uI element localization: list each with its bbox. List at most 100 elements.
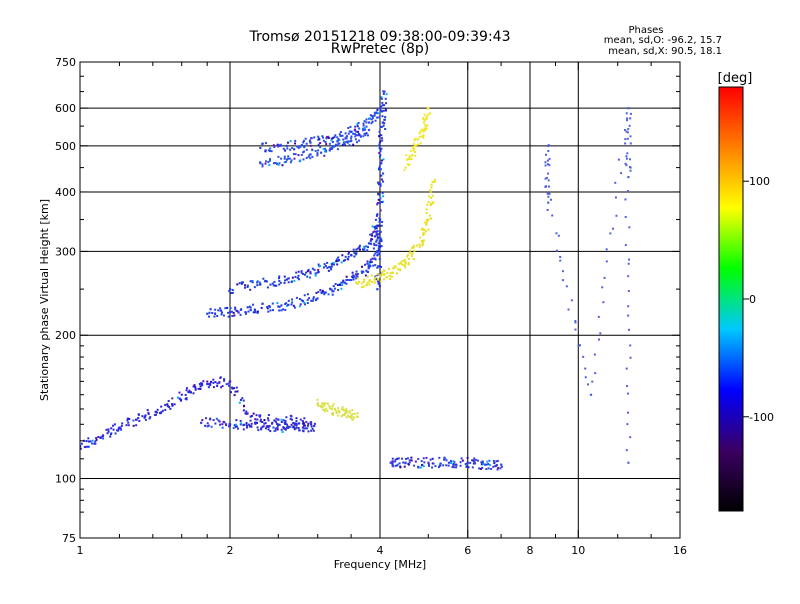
echo-point bbox=[422, 234, 425, 237]
echo-point bbox=[254, 421, 257, 424]
echo-point bbox=[548, 192, 551, 195]
echo-point bbox=[331, 262, 334, 265]
echo-point bbox=[250, 425, 253, 428]
echo-point bbox=[382, 269, 385, 272]
echo-point bbox=[242, 399, 245, 402]
echo-point bbox=[327, 293, 330, 296]
echo-point bbox=[234, 390, 237, 393]
echo-point bbox=[450, 461, 453, 464]
echo-point bbox=[331, 412, 334, 415]
echo-point bbox=[273, 284, 276, 287]
echo-point bbox=[365, 132, 368, 135]
echo-point bbox=[500, 463, 503, 466]
echo-point bbox=[249, 280, 252, 283]
echo-point bbox=[243, 423, 246, 426]
echo-point bbox=[302, 272, 305, 275]
echo-point bbox=[300, 271, 303, 274]
echo-point bbox=[219, 307, 222, 310]
echo-point bbox=[330, 268, 333, 271]
echo-point bbox=[480, 463, 483, 466]
echo-point bbox=[467, 466, 470, 469]
echo-point bbox=[335, 260, 338, 263]
echo-point bbox=[422, 465, 425, 468]
echo-point bbox=[313, 268, 316, 271]
echo-point bbox=[431, 180, 434, 184]
echo-point bbox=[326, 409, 329, 412]
echo-point bbox=[423, 113, 426, 116]
echo-point bbox=[341, 406, 344, 409]
echo-point bbox=[603, 276, 606, 279]
echo-point bbox=[302, 158, 305, 161]
echo-point bbox=[265, 160, 268, 163]
echo-point bbox=[301, 300, 305, 303]
echo-point bbox=[259, 414, 262, 417]
echo-point bbox=[561, 279, 564, 282]
echo-point bbox=[341, 284, 344, 287]
echo-point bbox=[376, 202, 379, 205]
echo-point bbox=[217, 419, 220, 422]
echo-point bbox=[367, 267, 370, 270]
echo-point bbox=[288, 425, 291, 428]
echo-point bbox=[412, 149, 415, 152]
echo-point bbox=[138, 419, 141, 422]
echo-point bbox=[353, 412, 356, 415]
echo-point bbox=[422, 135, 425, 138]
echo-point bbox=[261, 421, 264, 424]
echo-point bbox=[369, 233, 372, 236]
echo-point bbox=[411, 154, 414, 157]
echo-point bbox=[373, 242, 376, 245]
echo-point bbox=[321, 135, 324, 138]
echo-point bbox=[421, 227, 424, 230]
echo-point bbox=[249, 308, 252, 312]
echo-point bbox=[192, 392, 195, 395]
echo-point bbox=[126, 417, 129, 420]
echo-point bbox=[283, 427, 286, 430]
echo-point bbox=[339, 284, 342, 287]
echo-point bbox=[379, 245, 382, 248]
colorbar-label: [deg] bbox=[718, 71, 753, 86]
echo-point bbox=[290, 280, 293, 283]
echo-point bbox=[379, 106, 382, 109]
echo-point bbox=[624, 142, 627, 145]
echo-point bbox=[574, 328, 577, 331]
y-tick-label: 100 bbox=[55, 473, 76, 486]
echo-point bbox=[264, 162, 267, 165]
echo-point bbox=[283, 279, 286, 282]
echo-point bbox=[490, 467, 493, 470]
echo-point bbox=[629, 142, 632, 145]
echo-point bbox=[306, 424, 309, 427]
echo-point bbox=[342, 408, 345, 411]
echo-point bbox=[328, 149, 331, 152]
x-tick-label: 4 bbox=[377, 544, 384, 557]
echo-point bbox=[231, 315, 234, 318]
echo-point bbox=[449, 460, 452, 463]
echo-point bbox=[264, 149, 267, 152]
echo-point bbox=[428, 195, 431, 198]
echo-point bbox=[373, 244, 376, 247]
echo-point bbox=[290, 418, 293, 421]
echo-point bbox=[317, 135, 320, 138]
echo-point bbox=[247, 423, 250, 426]
echo-point bbox=[345, 408, 348, 411]
echo-point bbox=[273, 419, 276, 422]
echo-point bbox=[366, 262, 369, 265]
echo-point bbox=[269, 158, 272, 161]
echo-point bbox=[349, 415, 352, 418]
echo-point bbox=[410, 255, 413, 258]
echo-point bbox=[372, 264, 375, 267]
echo-points bbox=[80, 90, 632, 471]
echo-point bbox=[318, 138, 321, 141]
echo-point bbox=[365, 284, 368, 287]
echo-point bbox=[356, 247, 359, 250]
echo-point bbox=[353, 132, 356, 135]
echo-point bbox=[155, 411, 158, 414]
echo-point bbox=[228, 423, 231, 426]
echo-point bbox=[295, 271, 298, 274]
echo-point bbox=[567, 308, 570, 311]
echo-point bbox=[208, 315, 211, 318]
echo-point bbox=[383, 122, 386, 125]
echo-point bbox=[234, 425, 237, 428]
echo-point bbox=[333, 287, 336, 290]
x-tick-label: 1 bbox=[77, 544, 84, 557]
echo-point bbox=[352, 132, 355, 135]
